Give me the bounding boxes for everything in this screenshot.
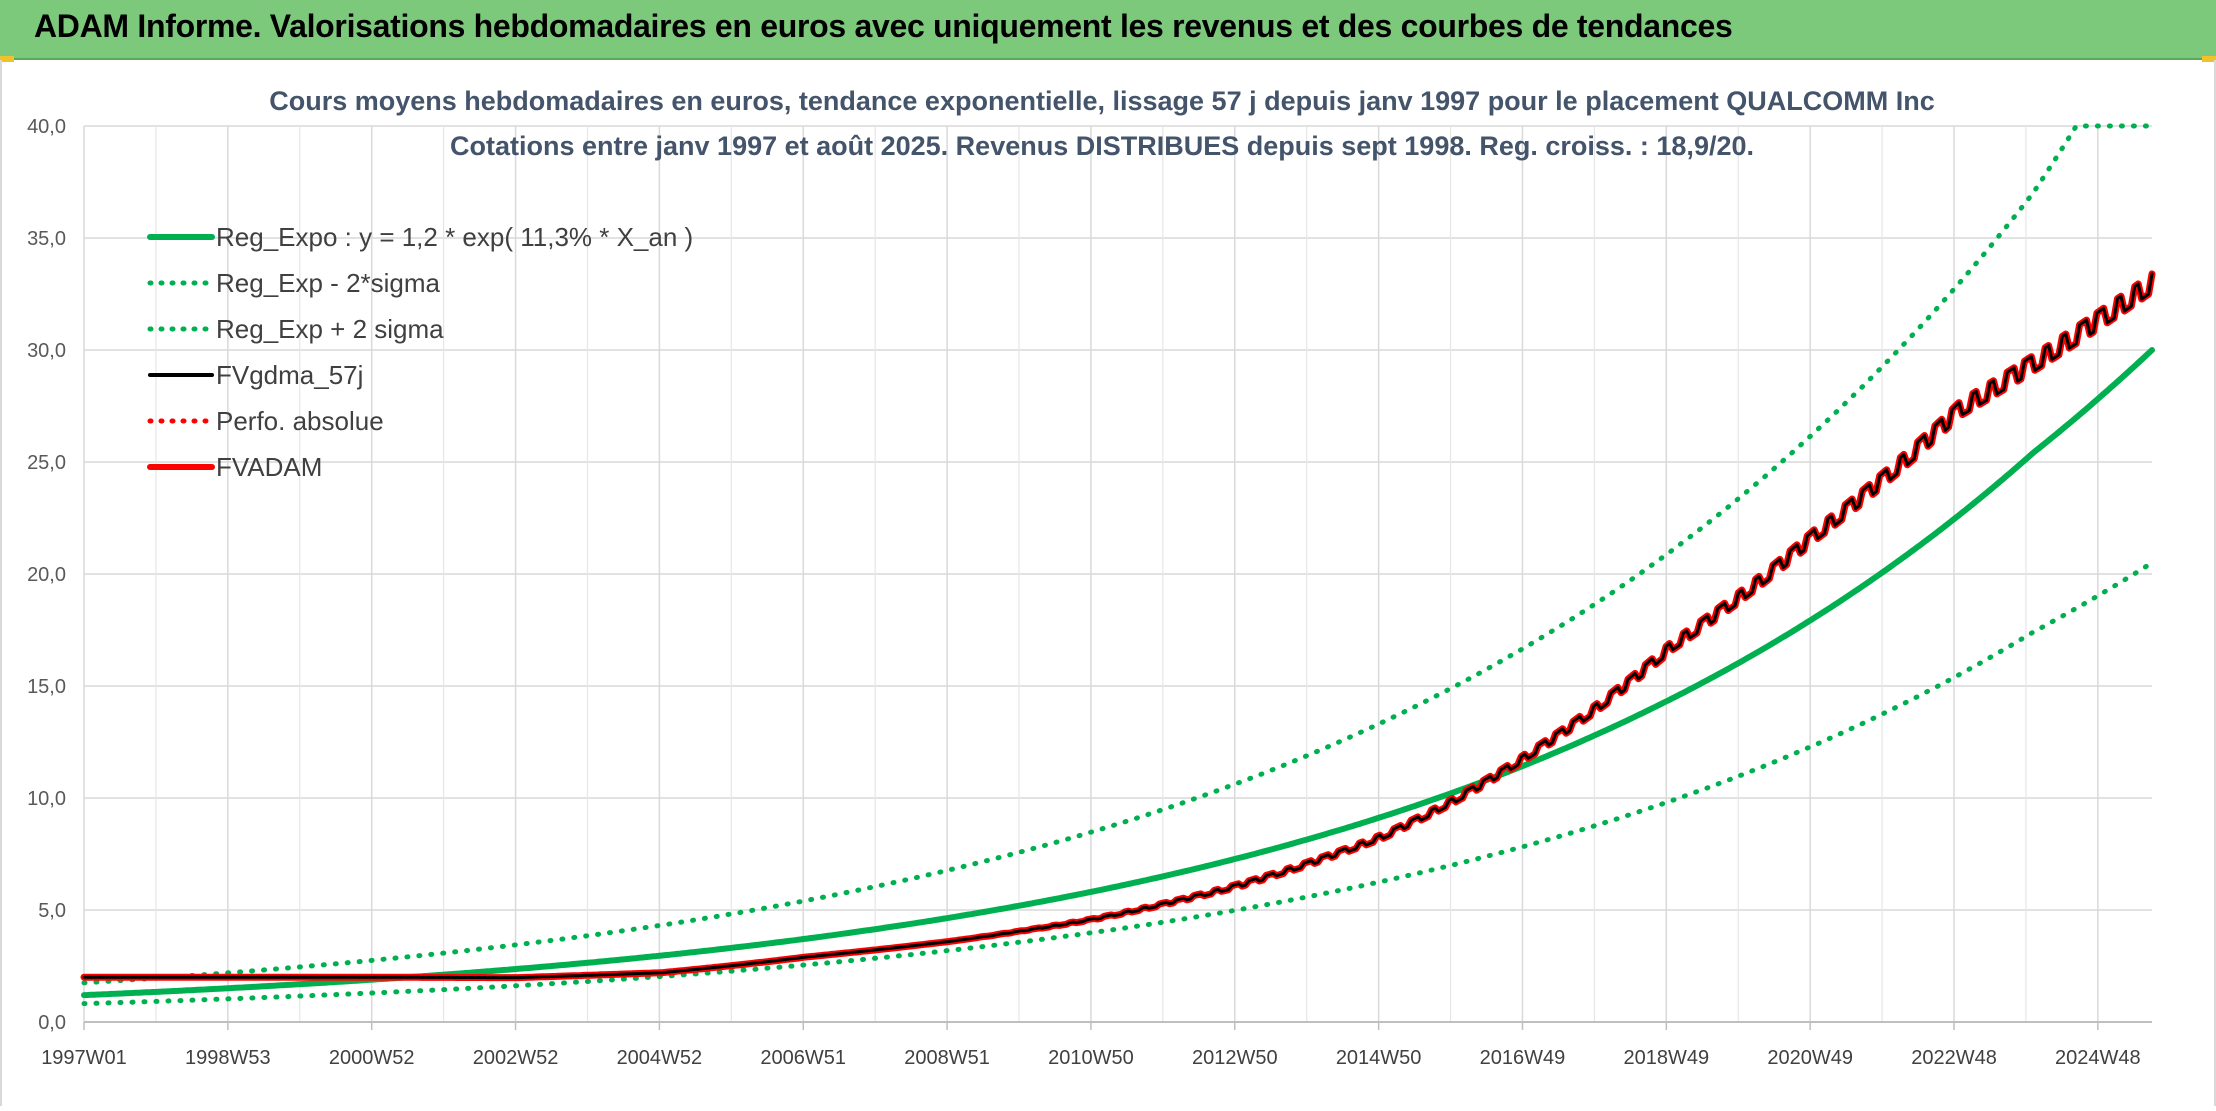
x-tick-label: 2006W51: [760, 1047, 846, 1069]
y-tick-label: 15,0: [27, 676, 66, 698]
y-axis: 0,0 5,0 10,0 15,0 20,0 25,0 30,0 35,0 40,0: [27, 116, 66, 1034]
x-tick-label: 1998W53: [185, 1047, 271, 1069]
legend-label: Reg_Exp + 2 sigma: [216, 314, 444, 344]
legend-label: FVADAM: [216, 452, 322, 482]
series-line-reg-expo-y-1-2-exp-11-3-x-an: [81, 347, 2155, 999]
x-tick-label: 2004W52: [617, 1047, 703, 1069]
x-tick-label: 2002W52: [473, 1047, 559, 1069]
legend-item: Reg_Exp - 2*sigma: [147, 268, 441, 298]
y-tick-label: 5,0: [38, 900, 66, 922]
legend-label: Perfo. absolue: [216, 406, 384, 436]
y-tick-label: 35,0: [27, 228, 66, 250]
y-tick-label: 30,0: [27, 340, 66, 362]
x-tick-label: 2022W48: [1911, 1047, 1997, 1069]
legend-item: Perfo. absolue: [147, 406, 384, 436]
chart-subtitle: Cotations entre janv 1997 et août 2025. …: [450, 131, 1754, 161]
series-line-reg-exp-2-sigma: [81, 560, 2155, 1007]
legend-label: FVgdma_57j: [216, 360, 363, 390]
series-line-perfo-absolue: [81, 271, 2155, 981]
chart-title: Cours moyens hebdomadaires en euros, ten…: [269, 86, 1934, 116]
x-tick-label: 2014W50: [1336, 1047, 1422, 1069]
y-tick-label: 25,0: [27, 452, 66, 474]
y-tick-label: 20,0: [27, 564, 66, 586]
x-tick-label: 2016W49: [1480, 1047, 1566, 1069]
chart-area: 0,0 5,0 10,0 15,0 20,0 25,0 30,0 35,0 40,0 1997W…: [0, 60, 2216, 1106]
x-tick-label: 1997W01: [41, 1047, 127, 1069]
chart-grid: [83, 125, 2152, 1023]
line-chart: 0,0 5,0 10,0 15,0 20,0 25,0 30,0 35,0 40,0 1997W…: [27, 86, 2156, 1069]
x-tick-label: 2018W49: [1624, 1047, 1710, 1069]
x-tick-label: 2024W48: [2055, 1047, 2141, 1069]
legend-item: Reg_Expo : y = 1,2 * exp( 11,3% * X_an ): [147, 222, 693, 252]
report-title: ADAM Informe. Valorisations hebdomadaire…: [34, 8, 1733, 44]
legend-label: Reg_Exp - 2*sigma: [216, 268, 441, 298]
legend-label: Reg_Expo : y = 1,2 * exp( 11,3% * X_an ): [216, 222, 693, 252]
legend-item: FVgdma_57j: [148, 360, 363, 390]
series-line-fvadam: [80, 270, 2156, 982]
x-tick-label: 2020W49: [1767, 1047, 1853, 1069]
series-line-fvgdma-57j: [82, 272, 2154, 980]
x-axis: 1997W01 1998W53 2000W52 2002W52 2004W52 2006W…: [41, 1021, 2152, 1069]
y-tick-label: 40,0: [27, 116, 66, 138]
legend-item: FVADAM: [147, 452, 322, 482]
corner-marker-left: [0, 56, 14, 62]
corner-marker-right: [2202, 56, 2216, 62]
x-tick-label: 2012W50: [1192, 1047, 1278, 1069]
x-tick-label: 2000W52: [329, 1047, 415, 1069]
report-header: ADAM Informe. Valorisations hebdomadaire…: [0, 0, 2216, 60]
legend-item: Reg_Exp + 2 sigma: [147, 314, 444, 344]
chart-legend: Reg_Expo : y = 1,2 * exp( 11,3% * X_an )…: [147, 222, 693, 482]
y-tick-label: 0,0: [38, 1012, 66, 1034]
y-tick-label: 10,0: [27, 788, 66, 810]
chart-series: [80, 123, 2156, 1007]
series-line-reg-exp-2-sigma: [81, 123, 2155, 986]
x-tick-label: 2010W50: [1048, 1047, 1134, 1069]
x-tick-label: 2008W51: [904, 1047, 990, 1069]
